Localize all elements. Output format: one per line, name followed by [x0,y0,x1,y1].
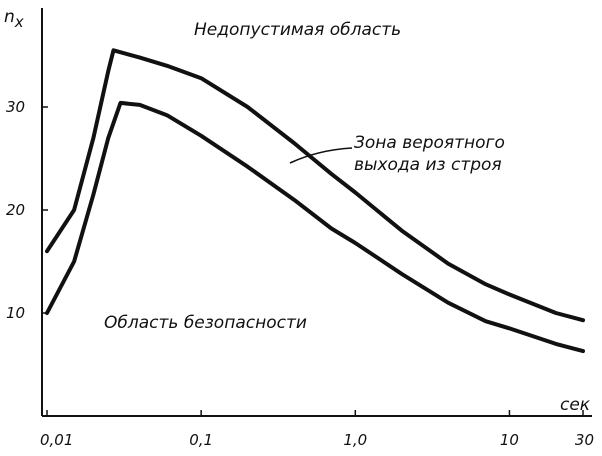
y-ticks: 10 20 30 [6,98,48,322]
annotation-zone-line2: выхода из строя [354,155,502,175]
x-tick-label-3: 10 [500,431,519,449]
x-axis-label: сек [560,395,591,415]
annotation-zone-line1: Зона вероятного [354,133,505,153]
y-tick-label-1: 20 [6,201,25,219]
annotation-zone-pointer [289,147,353,164]
series-line-0 [45,48,585,323]
y-axis-label: nx [4,7,24,31]
series-line-1 [45,100,585,354]
y-tick-label-2: 30 [6,98,25,116]
y-tick-label-0: 10 [6,304,25,322]
x-tick-label-1: 0,1 [189,431,213,449]
annotation-forbidden: Недопустимая область [194,20,401,40]
x-ticks: 0,01 0,1 1,0 10 30 [40,410,594,449]
x-tick-label-0: 0,01 [40,431,73,449]
x-tick-label-4: 30 [575,431,594,449]
x-tick-label-2: 1,0 [343,431,367,449]
series-group [45,48,585,354]
annotation-safe: Область безопасности [104,313,307,333]
